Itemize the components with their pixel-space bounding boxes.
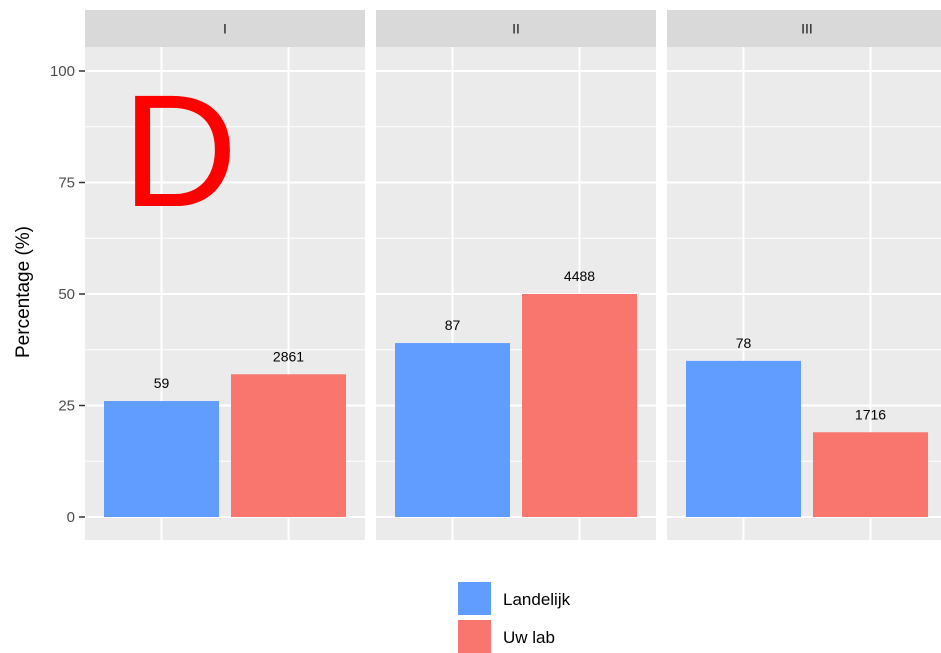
bar-count-label: 59 bbox=[154, 375, 170, 391]
bar-count-label: 4488 bbox=[564, 268, 595, 284]
facet-strip bbox=[667, 10, 941, 47]
facet-label: I bbox=[223, 21, 227, 37]
legend: Landelijk Uw lab bbox=[458, 582, 571, 653]
bar-uw-lab-i bbox=[231, 374, 346, 517]
y-tick-label: 0 bbox=[67, 509, 75, 526]
bar-landelijk-i bbox=[104, 401, 219, 517]
bar-landelijk-ii bbox=[395, 343, 510, 517]
y-tick-label: 75 bbox=[58, 175, 75, 192]
bar-uw-lab-iii bbox=[813, 432, 928, 517]
bar-count-label: 1716 bbox=[855, 406, 886, 422]
y-tick-label: 50 bbox=[58, 286, 75, 303]
legend-swatch bbox=[458, 582, 491, 615]
facet-panel-3: III 78 1716 bbox=[667, 10, 941, 540]
legend-label: Uw lab bbox=[503, 628, 555, 647]
y-tick-label: 100 bbox=[50, 63, 75, 80]
facet-panel-2: II 87 4488 bbox=[376, 10, 656, 540]
facet-strip bbox=[85, 10, 365, 47]
bar-uw-lab-ii bbox=[522, 294, 637, 517]
facet-label: III bbox=[801, 21, 813, 37]
bar-count-label: 87 bbox=[445, 317, 461, 333]
legend-label: Landelijk bbox=[503, 590, 571, 609]
bar-count-label: 78 bbox=[736, 335, 752, 351]
bar-count-label: 2861 bbox=[273, 348, 304, 364]
legend-swatch bbox=[458, 620, 491, 653]
facet-strip bbox=[376, 10, 656, 47]
y-tick-label: 25 bbox=[58, 398, 75, 415]
facet-label: II bbox=[512, 21, 520, 37]
y-axis-title: Percentage (%) bbox=[13, 226, 34, 358]
overlay-letter-d: D bbox=[122, 61, 238, 240]
bar-landelijk-iii bbox=[686, 360, 801, 517]
y-axis: 0 25 50 75 100 bbox=[50, 63, 85, 526]
facet-panel-1: I 59 2861 bbox=[85, 10, 365, 540]
